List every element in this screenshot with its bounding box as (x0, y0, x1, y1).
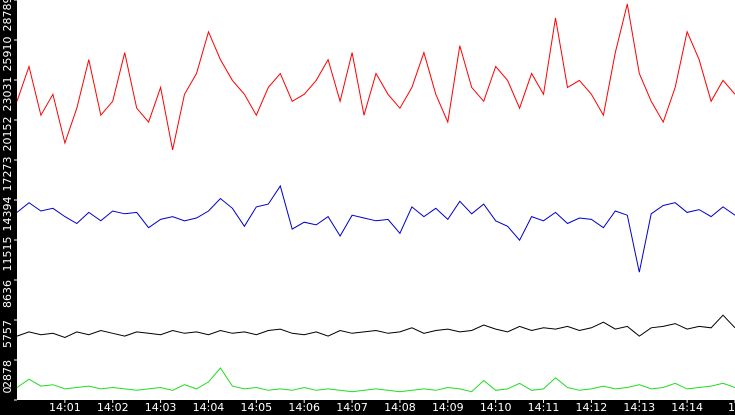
series-line (16, 367, 735, 393)
x-axis-strip (0, 400, 735, 415)
x-tick-label: 14 (728, 401, 735, 414)
y-tick-label: 20152 (1, 117, 14, 152)
y-axis-strip (0, 0, 17, 415)
series-line (16, 184, 735, 273)
y-tick-label: 8636 (1, 280, 14, 308)
x-tick-label: 14:13 (623, 401, 655, 414)
x-tick-label: 14:02 (97, 401, 129, 414)
x-tick-label: 14:10 (480, 401, 512, 414)
y-tick-label: 0 (1, 387, 14, 394)
y-tick-label: 5757 (1, 320, 14, 348)
y-tick-label: 28789 (1, 0, 14, 32)
x-tick-label: 14:06 (288, 401, 320, 414)
y-tick-label: 23031 (1, 77, 14, 112)
x-tick-label: 14:04 (193, 401, 225, 414)
x-tick-label: 14:03 (145, 401, 177, 414)
series-line (16, 314, 735, 339)
x-tick-label: 14:14 (671, 401, 703, 414)
y-tick-label: 17273 (1, 157, 14, 192)
series-line (16, 3, 735, 151)
x-tick-label: 14:08 (384, 401, 416, 414)
x-tick-label: 14:07 (336, 401, 368, 414)
x-tick-label: 14:12 (576, 401, 608, 414)
x-tick-label: 14:01 (49, 401, 81, 414)
x-tick-label: 14:09 (432, 401, 464, 414)
x-tick-label: 14:11 (528, 401, 560, 414)
y-tick-label: 11515 (1, 237, 14, 272)
y-tick-label: 25910 (1, 37, 14, 72)
x-tick-label: 14:05 (240, 401, 272, 414)
y-tick-label: 2878 (1, 360, 14, 388)
y-tick-label: 14394 (1, 197, 14, 232)
